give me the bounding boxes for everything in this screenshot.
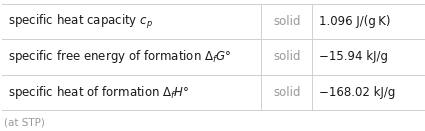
Text: solid: solid <box>273 86 300 99</box>
Text: −168.02 kJ/g: −168.02 kJ/g <box>319 86 395 99</box>
Text: specific heat of formation $\Delta_f H°$: specific heat of formation $\Delta_f H°$ <box>8 84 190 101</box>
Text: 1.096 J/(g K): 1.096 J/(g K) <box>319 15 390 28</box>
Text: solid: solid <box>273 50 300 64</box>
Text: (at STP): (at STP) <box>4 118 45 128</box>
Text: −15.94 kJ/g: −15.94 kJ/g <box>319 50 388 64</box>
Text: solid: solid <box>273 15 300 28</box>
Text: specific heat capacity $c_p$: specific heat capacity $c_p$ <box>8 13 153 31</box>
Text: specific free energy of formation $\Delta_f G°$: specific free energy of formation $\Delt… <box>8 48 232 66</box>
